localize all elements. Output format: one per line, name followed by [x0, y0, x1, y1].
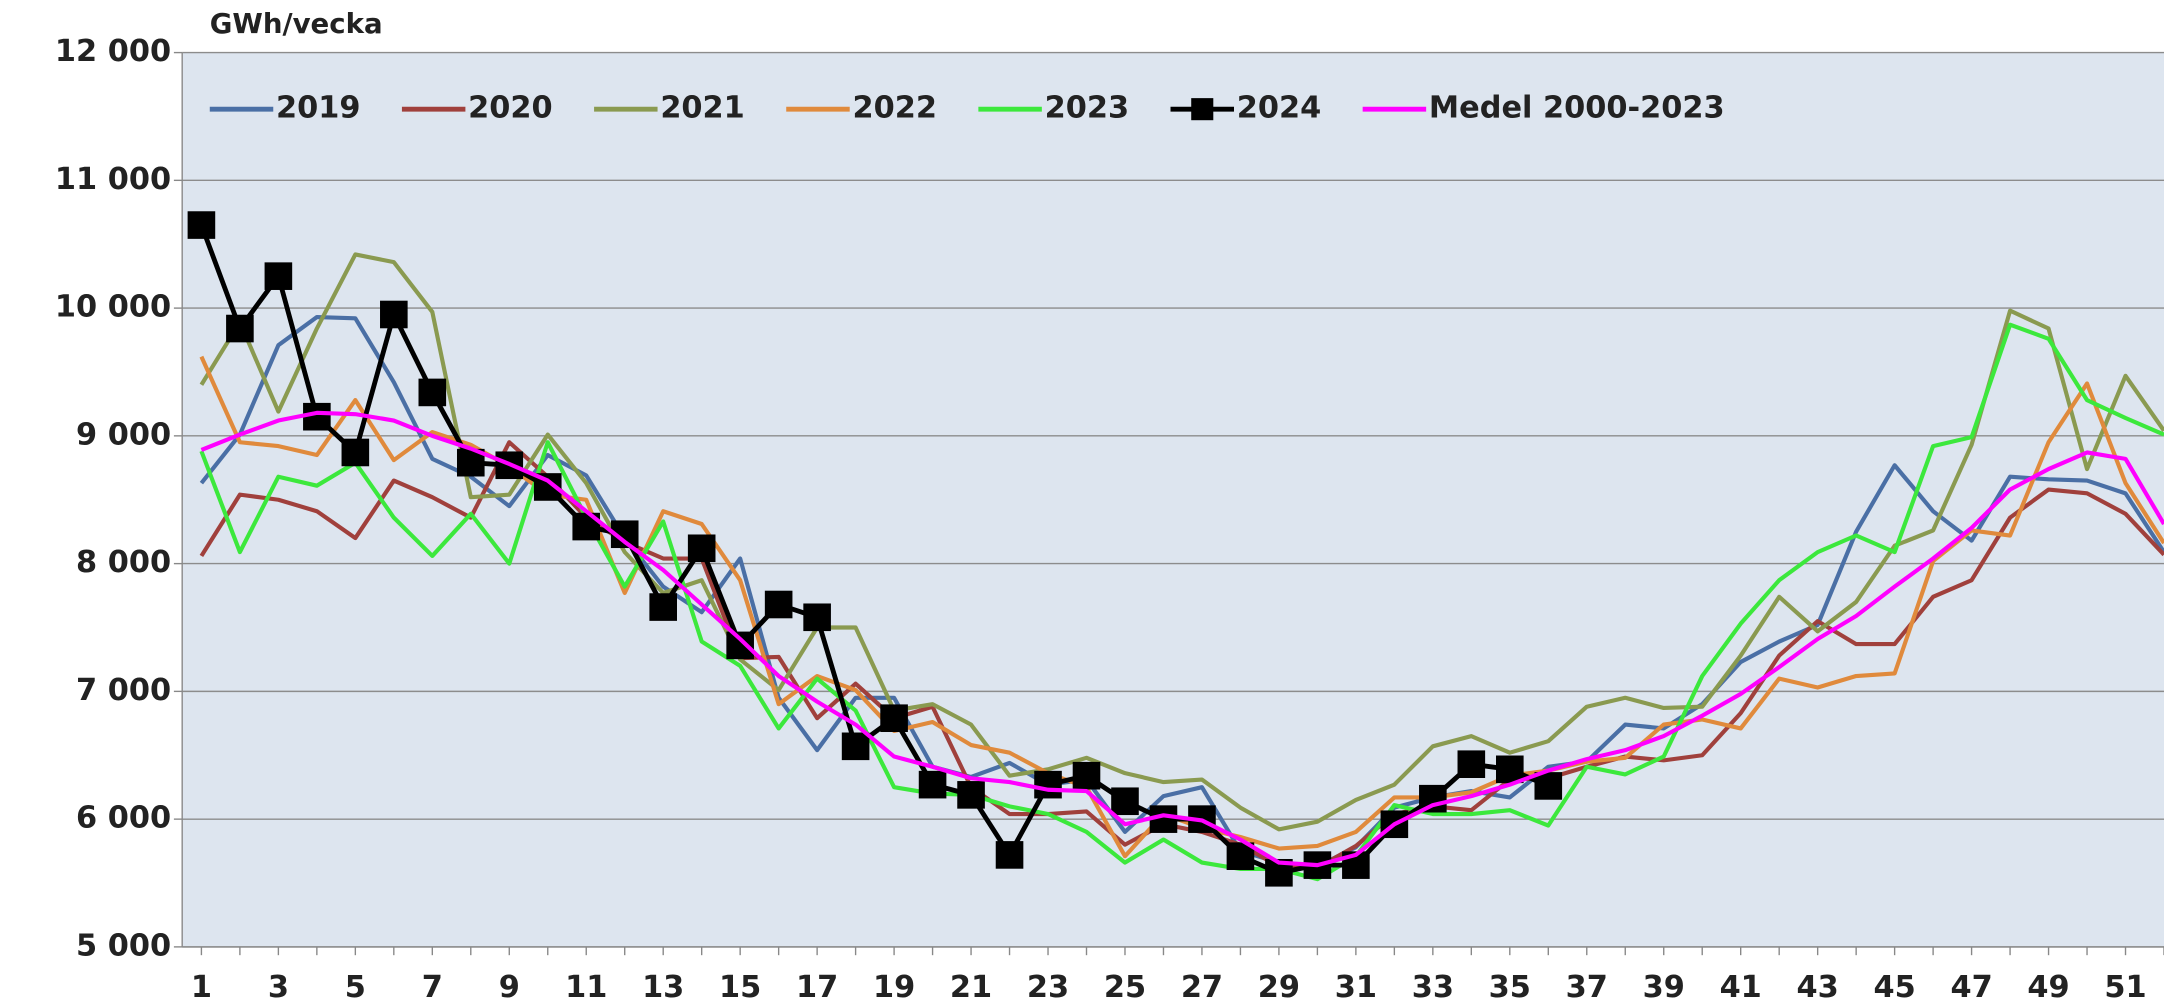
series-marker: [957, 781, 985, 809]
series-marker: [803, 603, 831, 632]
series-marker: [995, 841, 1024, 869]
series-line: [199, 252, 2164, 832]
x-tick-label: 9: [499, 970, 520, 1005]
y-tick-label: 5 000: [76, 928, 171, 963]
x-tick-label: 49: [2027, 970, 2069, 1005]
series-marker: [226, 314, 254, 343]
series-line: [199, 440, 2164, 870]
series-marker: [764, 590, 793, 619]
x-tick-label: 17: [796, 970, 838, 1005]
x-tick-label: 33: [1412, 970, 1454, 1005]
series-marker: [1534, 772, 1563, 800]
x-tick-label: 31: [1335, 970, 1377, 1005]
x-tick-label: 35: [1489, 970, 1531, 1005]
series-marker: [726, 631, 754, 660]
y-tick-label: 9 000: [76, 417, 171, 452]
legend-label: 2024: [1237, 91, 1322, 126]
x-tick-label: 3: [268, 970, 289, 1005]
x-tick-label: 13: [642, 970, 684, 1005]
series-line: [199, 322, 2164, 882]
series-marker: [687, 534, 716, 563]
series-marker: [918, 770, 947, 799]
x-tick-label: 7: [422, 970, 443, 1005]
series-marker: [341, 438, 370, 467]
x-tick-label: 37: [1566, 970, 1608, 1005]
series-marker: [1034, 770, 1062, 799]
series-line: [200, 410, 2164, 868]
y-tick-label: 12 000: [55, 34, 171, 69]
legend-label: 2023: [1045, 91, 1130, 126]
x-tick-label: 25: [1104, 970, 1146, 1005]
x-tick-label: 19: [873, 970, 915, 1005]
legend-marker: [1191, 98, 1214, 121]
y-tick-label: 11 000: [55, 162, 171, 197]
legend-label: 2019: [276, 91, 361, 126]
x-tick-label: 51: [2104, 970, 2146, 1005]
series-marker: [649, 593, 678, 621]
y-tick-label: 10 000: [55, 290, 171, 325]
y-tick-label: 7 000: [76, 673, 171, 708]
series-marker: [187, 211, 216, 239]
series-marker: [418, 378, 447, 407]
x-tick-label: 45: [1874, 970, 1916, 1005]
y-axis-title: GWh/vecka: [210, 7, 383, 40]
legend-label: 2021: [660, 91, 745, 126]
series-marker: [1072, 761, 1101, 790]
series-marker: [1457, 750, 1486, 778]
x-tick-label: 15: [719, 970, 761, 1005]
x-tick-label: 23: [1027, 970, 1069, 1005]
series-marker: [1496, 755, 1524, 784]
x-tick-label: 21: [950, 970, 992, 1005]
x-tick-label: 39: [1643, 970, 1685, 1005]
legend-label: 2022: [852, 91, 937, 126]
series-marker: [1111, 787, 1139, 816]
x-tick-label: 11: [565, 970, 607, 1005]
x-tick-label: 43: [1797, 970, 1839, 1005]
x-tick-label: 41: [1720, 970, 1762, 1005]
series-marker: [841, 732, 870, 761]
legend-label: 2020: [468, 91, 552, 126]
x-tick-label: 5: [345, 970, 366, 1005]
x-tick-label: 29: [1258, 970, 1300, 1005]
x-tick-label: 1: [191, 970, 212, 1005]
series-marker: [264, 262, 293, 290]
x-tick-label: 27: [1181, 970, 1223, 1005]
y-tick-label: 8 000: [76, 545, 171, 580]
legend-label: Medel 2000-2023: [1429, 91, 1725, 126]
series-marker: [880, 704, 908, 733]
x-tick-label: 47: [1950, 970, 1992, 1005]
y-tick-label: 6 000: [76, 801, 171, 836]
series-marker: [380, 300, 408, 329]
